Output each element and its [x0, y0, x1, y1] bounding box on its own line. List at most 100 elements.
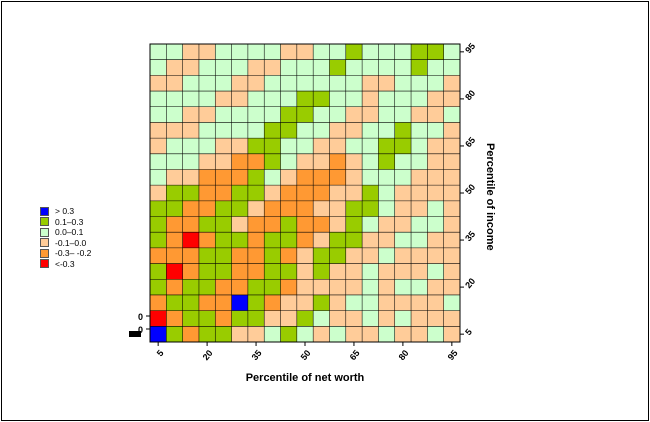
contour-cell	[198, 263, 216, 280]
contour-cell	[411, 216, 428, 233]
contour-cell	[296, 122, 314, 139]
contour-cell	[345, 185, 363, 202]
contour-cell	[313, 138, 330, 155]
contour-cell	[313, 200, 330, 217]
contour-cell	[378, 185, 396, 202]
contour-cell	[150, 310, 167, 327]
contour-cell	[166, 279, 184, 296]
contour-cell	[264, 75, 281, 92]
contour-cell	[247, 247, 265, 264]
contour-cell	[182, 44, 200, 61]
contour-cell	[247, 310, 265, 327]
contour-cell	[443, 279, 461, 296]
legend-swatch	[40, 259, 49, 269]
contour-cell	[231, 169, 249, 186]
contour-cell	[280, 247, 298, 264]
contour-cell	[427, 279, 445, 296]
contour-cell	[329, 169, 347, 186]
contour-cell	[280, 232, 298, 249]
contour-cell	[411, 326, 428, 343]
contour-cell	[411, 169, 428, 186]
contour-cell	[198, 279, 216, 296]
contour-cell	[231, 232, 249, 249]
contour-cell	[378, 153, 396, 170]
contour-cell	[443, 169, 461, 186]
contour-cell	[394, 200, 412, 217]
contour-cell	[329, 59, 347, 76]
contour-cell	[231, 279, 249, 296]
contour-cell	[427, 232, 445, 249]
contour-cell	[264, 263, 281, 280]
contour-cell	[329, 200, 347, 217]
contour-cell	[362, 232, 379, 249]
contour-cell	[231, 263, 249, 280]
contour-cell	[313, 59, 330, 76]
contour-cell	[264, 247, 281, 264]
contour-cell	[215, 247, 232, 264]
contour-cell	[378, 59, 396, 76]
contour-cell	[231, 310, 249, 327]
legend-swatch	[40, 248, 49, 258]
contour-cell	[362, 59, 379, 76]
contour-cell	[443, 216, 461, 233]
contour-cell	[264, 122, 281, 139]
contour-cell	[394, 138, 412, 155]
contour-cell	[427, 59, 445, 76]
contour-cell	[280, 138, 298, 155]
contour-cell	[362, 122, 379, 139]
contour-cell	[362, 200, 379, 217]
contour-cell	[247, 185, 265, 202]
contour-cell	[362, 326, 379, 343]
contour-cell	[329, 279, 347, 296]
contour-cell	[313, 247, 330, 264]
x-axis-title: Percentile of net worth	[245, 372, 365, 384]
contour-cell	[280, 279, 298, 296]
contour-cell	[394, 263, 412, 280]
contour-cell	[427, 44, 445, 61]
contour-cell	[411, 310, 428, 327]
contour-cell	[362, 91, 379, 108]
contour-cell	[296, 91, 314, 108]
contour-cell	[296, 59, 314, 76]
grid-lines	[149, 43, 461, 343]
contour-cell	[198, 106, 216, 123]
contour-cell	[280, 310, 298, 327]
contour-cell	[313, 169, 330, 186]
contour-cell	[166, 326, 184, 343]
contour-cell	[280, 59, 298, 76]
contour-cell	[411, 279, 428, 296]
contour-cell	[443, 75, 461, 92]
contour-cell	[247, 75, 265, 92]
contour-cell	[182, 326, 200, 343]
contour-cell	[345, 44, 363, 61]
contour-cell	[362, 216, 379, 233]
contour-cell	[247, 200, 265, 217]
contour-cell	[231, 216, 249, 233]
contour-cell	[296, 138, 314, 155]
contour-cell	[166, 91, 184, 108]
contour-cell	[443, 200, 461, 217]
contour-cell	[427, 326, 445, 343]
legend-item: -0.1–0.0	[40, 238, 91, 249]
contour-cell	[411, 232, 428, 249]
legend-item: -0.3– -0.2	[40, 248, 91, 259]
contour-cell	[443, 263, 461, 280]
contour-cell	[296, 44, 314, 61]
contour-cell	[313, 106, 330, 123]
contour-cell	[150, 216, 167, 233]
contour-cell	[166, 216, 184, 233]
contour-cell	[394, 185, 412, 202]
contour-cell	[166, 59, 184, 76]
contour-cell	[182, 310, 200, 327]
contour-cell	[231, 59, 249, 76]
contour-cell	[313, 279, 330, 296]
contour-cell	[411, 247, 428, 264]
contour-cell	[280, 200, 298, 217]
contour-cell	[296, 294, 314, 312]
contour-cell	[411, 138, 428, 155]
contour-cell	[182, 106, 200, 123]
contour-cell	[182, 122, 200, 139]
contour-cell	[313, 326, 330, 343]
contour-cell	[411, 59, 428, 76]
contour-cell	[150, 75, 167, 92]
